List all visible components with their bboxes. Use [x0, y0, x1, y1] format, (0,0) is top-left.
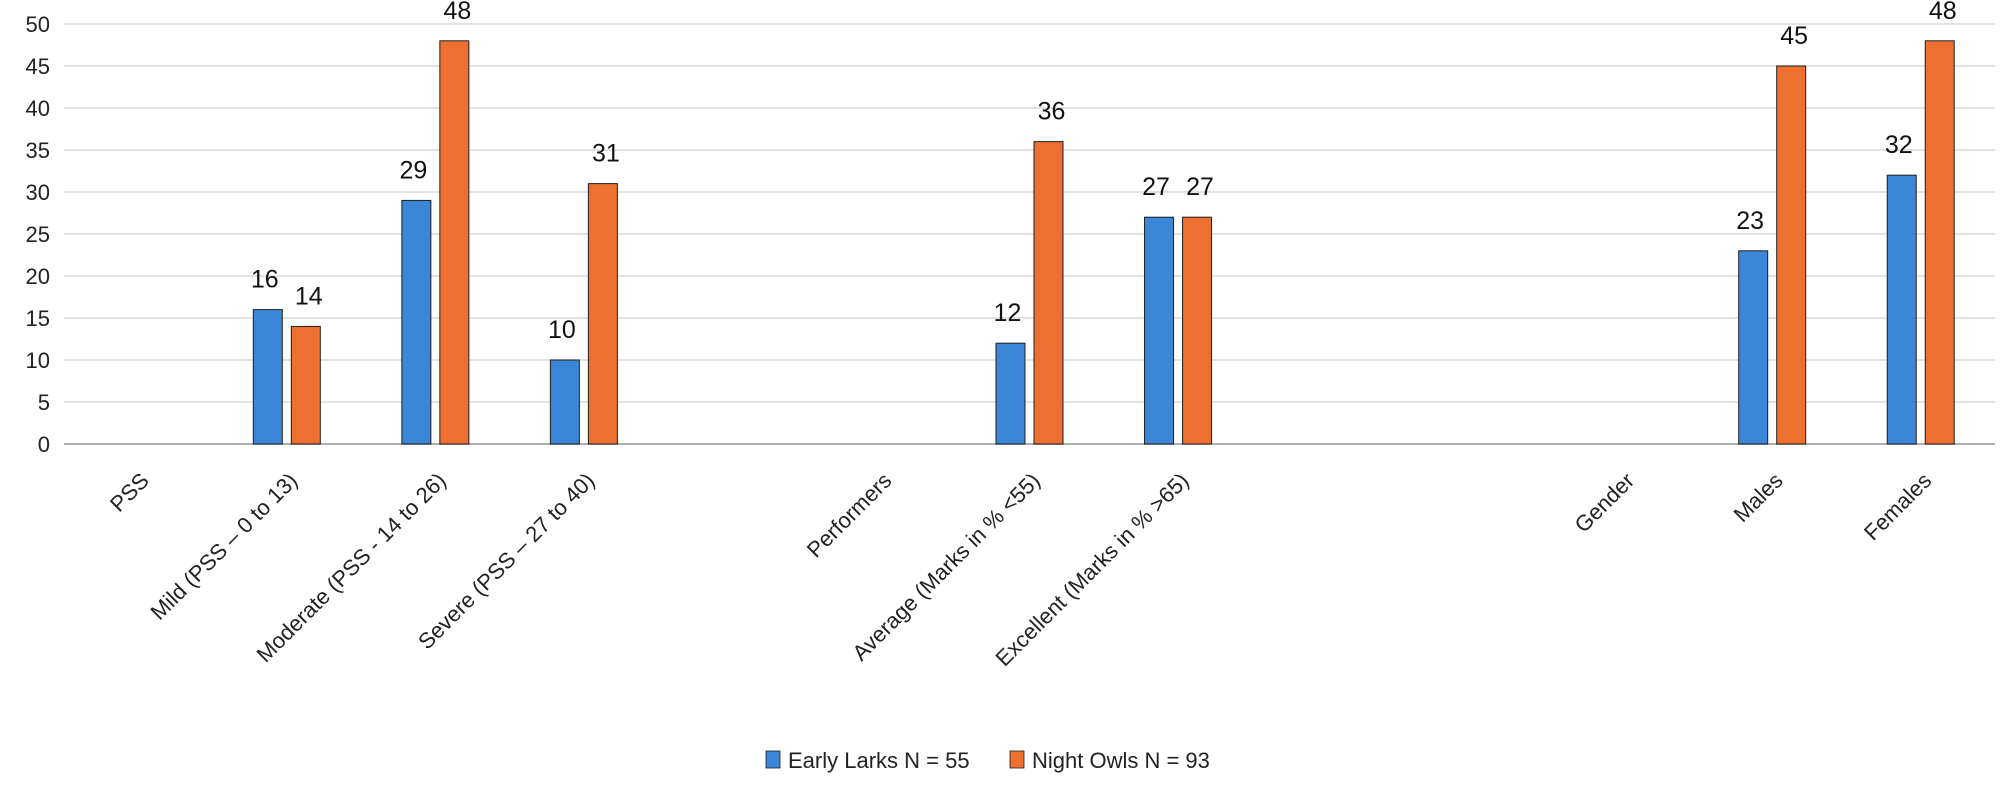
data-label: 27 [1142, 173, 1170, 201]
x-tick-label: Mild (PSS – 0 to 13) [145, 468, 302, 625]
data-label: 14 [295, 282, 323, 310]
data-label: 10 [548, 316, 576, 344]
data-labels: 16 14 29 48 10 31 12 36 27 27 23 45 32 48 [251, 0, 1957, 344]
y-axis-ticks: 0 5 10 15 20 25 30 35 40 45 50 [26, 12, 50, 457]
bar [1182, 216, 1213, 445]
y-tick-label: 20 [26, 264, 50, 289]
bar [587, 183, 618, 445]
x-tick-label: Males [1729, 468, 1788, 527]
bar [1924, 40, 1955, 445]
bar [401, 199, 432, 445]
bar [252, 309, 283, 445]
bar [439, 40, 470, 445]
bar [1776, 65, 1807, 445]
x-tick-label: Performers [802, 468, 897, 563]
data-label: 12 [994, 299, 1022, 327]
gridlines [64, 23, 1995, 445]
y-tick-label: 5 [38, 390, 50, 415]
data-label: 31 [592, 140, 620, 168]
bar [290, 325, 321, 445]
x-tick-label: Females [1859, 468, 1936, 545]
data-label: 48 [443, 0, 471, 25]
legend: Early Larks N = 55 Night Owls N = 93 [765, 748, 1210, 773]
bar [1886, 174, 1917, 445]
y-tick-label: 30 [26, 180, 50, 205]
data-label: 36 [1038, 98, 1066, 126]
y-tick-label: 15 [26, 306, 50, 331]
data-label: 48 [1929, 0, 1957, 25]
data-label: 27 [1186, 173, 1214, 201]
y-tick-label: 45 [26, 54, 50, 79]
bar [995, 342, 1026, 445]
legend-swatch [765, 750, 781, 769]
x-tick-label: Gender [1570, 468, 1640, 538]
data-label: 45 [1780, 22, 1808, 50]
data-label: 23 [1736, 207, 1764, 235]
y-tick-label: 0 [38, 432, 50, 457]
bar [1033, 141, 1064, 445]
y-tick-label: 40 [26, 96, 50, 121]
data-label: 29 [399, 156, 427, 184]
bar [549, 359, 580, 445]
bar [1738, 250, 1769, 445]
legend-label: Night Owls N = 93 [1032, 748, 1210, 773]
x-tick-label: Severe (PSS – 27 to 40) [413, 468, 599, 654]
x-tick-label: PSS [105, 468, 154, 517]
data-label: 16 [251, 266, 279, 294]
bar [1144, 216, 1175, 445]
legend-label: Early Larks N = 55 [788, 748, 970, 773]
legend-swatch [1009, 750, 1025, 769]
bars [252, 40, 1955, 445]
y-tick-label: 35 [26, 138, 50, 163]
y-tick-label: 50 [26, 12, 50, 37]
y-tick-label: 25 [26, 222, 50, 247]
data-label: 32 [1885, 131, 1913, 159]
y-tick-label: 10 [26, 348, 50, 373]
